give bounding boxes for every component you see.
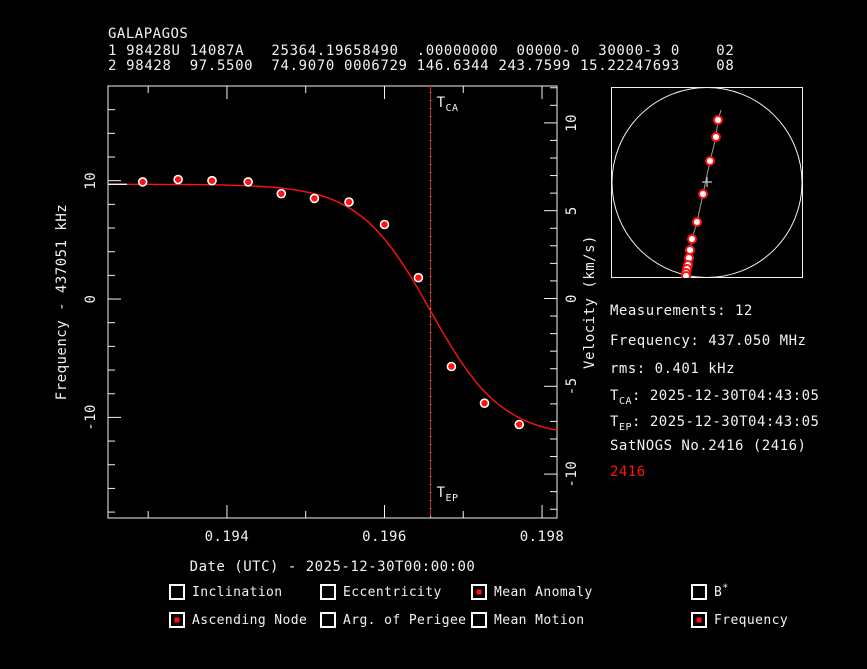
satellite-name: GALAPAGOS [108,26,189,42]
checkbox-box [320,612,336,628]
checkbox-label: Inclination [192,584,283,600]
data-point [173,174,183,185]
plot-frame [107,85,558,519]
checkbox-label: Eccentricity [343,584,442,600]
data-point [479,398,490,409]
x-tick-label: 0.196 [362,529,407,545]
sky-data-point [681,271,691,278]
data-point [137,177,148,187]
tle-line-1: 1 98428U 14087A 25364.19658490 .00000000… [108,43,735,59]
sky-plot [611,87,803,278]
velocity-axis-label: Velocity (km/s) [582,235,598,369]
horizon-circle [611,87,803,278]
satnogs-line: SatNOGS No.2416 (2416) [610,438,807,454]
y-tick-label: 0 [83,295,99,304]
checkbox-label: B* [714,582,729,600]
y-tick-label: 10 [83,172,99,190]
velocity-tick-label: 10 [564,114,580,132]
checkbox-ascending-node[interactable]: Ascending Node [169,612,307,628]
rms-line: rms: 0.401 kHz [610,361,736,377]
tca-line: TCA: 2025-12-30T04:43:05 [610,388,820,407]
sky-data-point [698,189,708,199]
velocity-tick-label: 5 [564,206,580,215]
fit-curve [108,183,558,431]
data-point [413,272,424,283]
checkbox-box [471,584,487,600]
velocity-tick-label: -10 [564,461,580,488]
checkbox-label: Arg. of Perigee [343,612,467,628]
checkbox-label: Frequency [714,612,789,628]
y-tick-label: -10 [83,404,99,431]
velocity-tick-label: 0 [564,294,580,303]
data-point [207,175,217,186]
checkbox-box [691,584,707,600]
doppler-plot[interactable]: 0.194 0.196 0.198 10 0 -10 10 5 0 -5 -10 Date (UTC)… [0,80,610,580]
sky-data-point [705,156,715,166]
checkbox-box [169,612,185,628]
velocity-tick-label: -5 [564,377,580,395]
selected-satellite-id: 2416 [610,464,646,480]
data-point [243,177,253,187]
tep-label: TEP [437,485,459,504]
frequency-line: Frequency: 437.050 MHz [610,333,807,349]
checkbox-arg-of-perigee[interactable]: Arg. of Perigee [320,612,466,628]
measurements-line: Measurements: 12 [610,303,753,319]
sky-data-point [685,245,695,255]
x-axis-label: Date (UTC) - 2025-12-30T00:00:00 [190,559,476,575]
checkbox-label: Mean Anomaly [494,584,593,600]
checkbox-label: Mean Motion [494,612,585,628]
checkbox-eccentricity[interactable]: Eccentricity [320,584,442,600]
data-point [276,188,287,199]
y-axis-label: Frequency - 437051 kHz [54,204,70,400]
sky-data-point [687,234,697,244]
checkbox-mean-anomaly[interactable]: Mean Anomaly [471,584,593,600]
data-point [309,193,320,204]
data-point [379,219,390,230]
tep-line: TEP: 2025-12-30T04:43:05 [610,414,820,433]
checkbox-inclination[interactable]: Inclination [169,584,283,600]
x-tick-label: 0.194 [205,529,250,545]
checkbox-box [691,612,707,628]
x-tick-label: 0.198 [520,529,565,545]
sky-data-point [713,115,723,125]
sky-data-point [692,217,702,227]
checkbox-mean-motion[interactable]: Mean Motion [471,612,585,628]
data-point [446,361,457,372]
checkbox-frequency[interactable]: Frequency [691,612,788,628]
data-point [344,197,354,207]
sky-data-point [711,132,721,142]
checkbox-box [320,584,336,600]
data-point [514,419,525,430]
tca-label: TCA [437,95,459,114]
tle-line-2: 2 98428 97.5500 74.9070 0006729 146.6344… [108,58,735,74]
checkbox-bstar[interactable]: B* [691,582,729,600]
checkbox-label: Ascending Node [192,612,308,628]
checkbox-box [471,612,487,628]
checkbox-box [169,584,185,600]
